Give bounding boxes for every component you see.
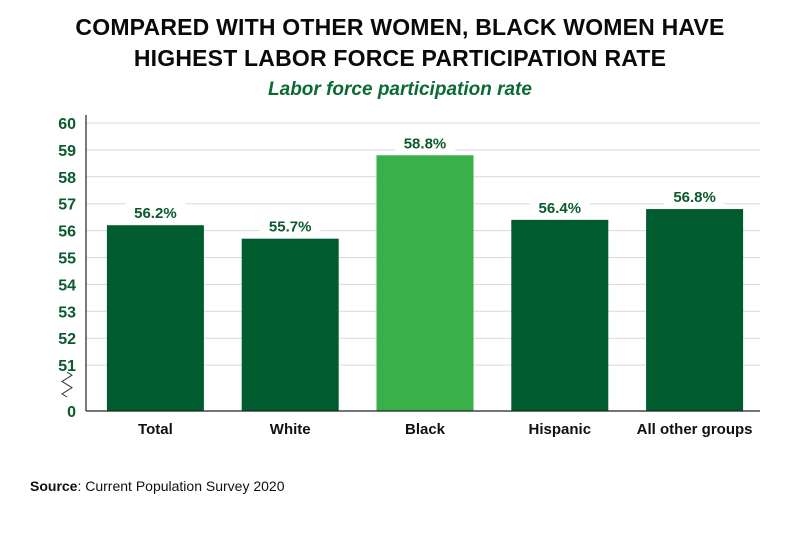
value-label: 56.8% — [673, 189, 716, 206]
x-tick-label: White — [270, 421, 311, 438]
y-tick-label: 55 — [58, 251, 76, 268]
y-tick-label: 53 — [58, 304, 76, 321]
value-label: 56.4% — [539, 200, 582, 217]
y-tick-label: 59 — [58, 143, 76, 160]
chart-title-line-2: HIGHEST LABOR FORCE PARTICIPATION RATE — [133, 45, 667, 71]
value-label: 55.7% — [269, 219, 312, 236]
source-note: Source: Current Population Survey 2020 — [30, 478, 284, 494]
bar-chart: 0 51 52 53 54 55 56 57 58 59 60 56.2% Total 55.7% Whit… — [58, 115, 760, 438]
axes — [61, 115, 760, 412]
x-tick-label: Black — [405, 421, 446, 438]
y-tick-label: 52 — [58, 331, 76, 348]
bar — [241, 238, 339, 411]
value-label: 56.2% — [134, 205, 177, 222]
source-text: : Current Population Survey 2020 — [77, 478, 285, 494]
axis-break-icon — [61, 371, 73, 398]
value-label-background — [664, 187, 725, 208]
y-tick-label: 57 — [58, 197, 76, 214]
value-label-background — [260, 216, 321, 237]
x-tick-label: Total — [138, 421, 173, 438]
y-tick-label: 51 — [58, 358, 76, 375]
y-tick-label: 58 — [58, 170, 76, 187]
bar — [106, 225, 204, 411]
source-label: Source — [30, 478, 78, 494]
chart-title-line-1: COMPARED WITH OTHER WOMEN, BLACK WOMEN H… — [75, 14, 725, 40]
value-label-background — [125, 203, 186, 224]
y-tick-label: 54 — [58, 277, 76, 294]
bar — [376, 155, 474, 411]
value-label: 58.8% — [404, 135, 447, 152]
bars — [106, 155, 744, 411]
y-tick-label: 56 — [58, 224, 76, 241]
labels: 0 51 52 53 54 55 56 57 58 59 60 56.2% Total 55.7% Whit… — [58, 116, 752, 438]
bar — [646, 209, 744, 411]
x-tick-label: All other groups — [637, 421, 753, 438]
x-tick-label: Hispanic — [529, 421, 592, 438]
value-label-background — [529, 197, 590, 218]
value-label-background — [395, 133, 455, 154]
bar — [511, 219, 609, 411]
y-tick-label: 0 — [67, 404, 76, 421]
chart-subtitle: Labor force participation rate — [268, 79, 532, 100]
y-tick-label: 60 — [58, 116, 76, 133]
